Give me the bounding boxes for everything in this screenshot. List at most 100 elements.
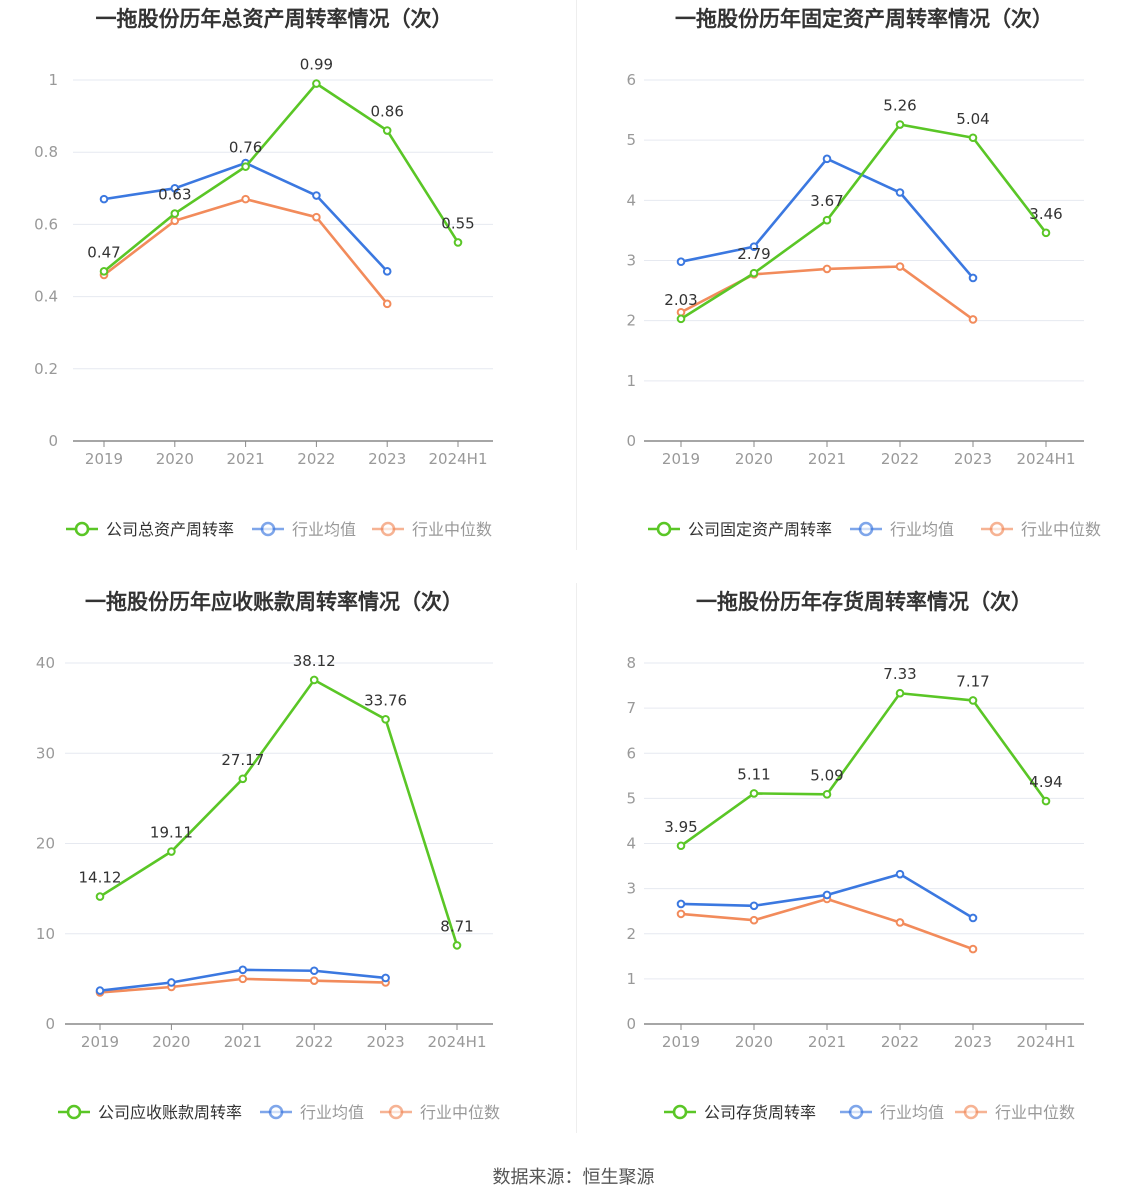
data-point-avg[interactable] (749, 242, 759, 251)
vertical-divider-top (576, 0, 577, 550)
data-point-avg[interactable] (749, 901, 759, 911)
data-label: 4.94 (1029, 773, 1062, 791)
data-point-company[interactable] (968, 133, 978, 143)
chart-panel-inventory: 一拖股份历年存货周转率情况（次） 0 1 2 3 4 5 6 7 8 2019 2020 2021 202… (574, 583, 1147, 1166)
data-point-median[interactable] (895, 918, 905, 927)
x-tick-label: 2020 (152, 1033, 190, 1051)
data-point-company[interactable] (99, 267, 109, 276)
data-point-median[interactable] (170, 216, 180, 226)
x-tick-label: 2019 (81, 1033, 119, 1051)
data-point-company[interactable] (382, 126, 392, 135)
data-label: 2.79 (737, 245, 770, 263)
legend-swatch-marker (672, 1104, 688, 1120)
chart-title: 一拖股份历年固定资产周转率情况（次） (675, 7, 1053, 31)
data-point-company[interactable] (381, 715, 390, 724)
x-tick-label: 2024H1 (1017, 1033, 1076, 1051)
legend-item-avg[interactable]: 行业均值 (260, 1103, 364, 1122)
data-point-avg[interactable] (95, 986, 105, 995)
x-tick-label: 2020 (735, 1033, 773, 1051)
data-point-median[interactable] (676, 307, 686, 317)
legend-swatch-marker (66, 1104, 82, 1120)
data-point-avg[interactable] (309, 966, 319, 976)
data-point-avg[interactable] (312, 191, 321, 200)
data-point-median[interactable] (238, 974, 248, 984)
data-point-median[interactable] (676, 909, 686, 919)
legend-item-company[interactable]: 公司总资产周转率 (66, 520, 234, 539)
data-point-company[interactable] (676, 314, 686, 324)
data-point-avg[interactable] (968, 913, 978, 923)
data-point-avg[interactable] (170, 184, 180, 193)
data-label: 5.09 (810, 766, 843, 784)
series-line-median (103, 197, 389, 305)
legend-item-median[interactable]: 行业中位数 (372, 520, 492, 539)
data-point-company[interactable] (749, 268, 759, 278)
data-point-company[interactable] (312, 79, 321, 88)
chart-panel-fixed-assets: 一拖股份历年固定资产周转率情况（次） 0 1 2 3 4 5 6 2019 2020 2021 202… (574, 0, 1147, 583)
y-tick-label: 1 (48, 71, 58, 89)
data-point-median[interactable] (822, 264, 832, 274)
data-point-company[interactable] (238, 774, 248, 784)
legend-swatch-marker (74, 521, 90, 537)
data-point-company[interactable] (309, 675, 319, 685)
data-label: 5.11 (737, 765, 770, 783)
legend-item-avg[interactable]: 行业均值 (840, 1103, 944, 1122)
data-point-median[interactable] (241, 194, 250, 204)
data-point-avg[interactable] (822, 890, 832, 900)
legend-item-median[interactable]: 行业中位数 (380, 1103, 500, 1122)
data-point-avg[interactable] (676, 899, 686, 909)
data-point-company[interactable] (241, 162, 250, 171)
data-point-company[interactable] (95, 892, 105, 901)
data-point-avg[interactable] (167, 978, 176, 987)
data-point-avg[interactable] (99, 194, 109, 204)
data-point-company[interactable] (170, 209, 180, 218)
y-tick-label: 0.6 (34, 215, 58, 233)
x-tick-label: 2021 (227, 450, 265, 468)
data-point-median[interactable] (895, 262, 905, 271)
legend-swatch-marker (268, 1104, 284, 1120)
y-tick-label: 0.4 (34, 288, 58, 306)
legend-item-median[interactable]: 行业中位数 (955, 1103, 1075, 1122)
legend-item-company[interactable]: 公司应收账款周转率 (58, 1103, 242, 1122)
data-point-company[interactable] (1041, 796, 1051, 806)
data-point-company[interactable] (895, 688, 905, 698)
data-label: 38.12 (293, 652, 336, 670)
y-tick-label: 0.8 (34, 143, 58, 161)
y-tick-label: 4 (626, 835, 636, 853)
x-tick-label: 2022 (881, 1033, 919, 1051)
data-point-company[interactable] (452, 941, 462, 950)
data-point-company[interactable] (453, 238, 463, 247)
data-label: 8.71 (440, 917, 473, 935)
legend-item-company[interactable]: 公司存货周转率 (664, 1103, 816, 1122)
x-tick-label: 2022 (295, 1033, 333, 1051)
data-label: 0.47 (87, 243, 120, 261)
data-point-avg[interactable] (895, 869, 905, 879)
data-point-median[interactable] (309, 976, 319, 985)
data-point-company[interactable] (822, 215, 832, 225)
data-point-company[interactable] (968, 696, 978, 705)
data-point-company[interactable] (1041, 228, 1051, 238)
legend-item-median[interactable]: 行业中位数 (981, 520, 1101, 539)
data-point-median[interactable] (968, 315, 978, 324)
data-point-avg[interactable] (968, 273, 978, 283)
data-point-company[interactable] (749, 789, 759, 798)
data-point-avg[interactable] (238, 965, 248, 975)
data-point-company[interactable] (676, 841, 686, 851)
data-point-avg[interactable] (381, 973, 390, 983)
data-point-median[interactable] (382, 299, 392, 309)
data-point-company[interactable] (167, 847, 176, 856)
data-point-avg[interactable] (822, 154, 832, 164)
data-point-avg[interactable] (895, 188, 905, 197)
legend-label: 行业均值 (300, 1103, 364, 1122)
legend-swatch-marker (963, 1104, 979, 1120)
data-point-avg[interactable] (676, 257, 686, 267)
data-point-median[interactable] (312, 212, 321, 222)
data-point-median[interactable] (968, 944, 978, 954)
legend-item-company[interactable]: 公司固定资产周转率 (648, 520, 832, 539)
data-point-avg[interactable] (382, 267, 392, 276)
data-point-company[interactable] (822, 790, 832, 799)
data-point-median[interactable] (749, 915, 759, 925)
x-tick-label: 2023 (368, 450, 406, 468)
legend-item-avg[interactable]: 行业均值 (850, 520, 954, 539)
data-point-company[interactable] (895, 120, 905, 129)
legend-item-avg[interactable]: 行业均值 (252, 520, 356, 539)
